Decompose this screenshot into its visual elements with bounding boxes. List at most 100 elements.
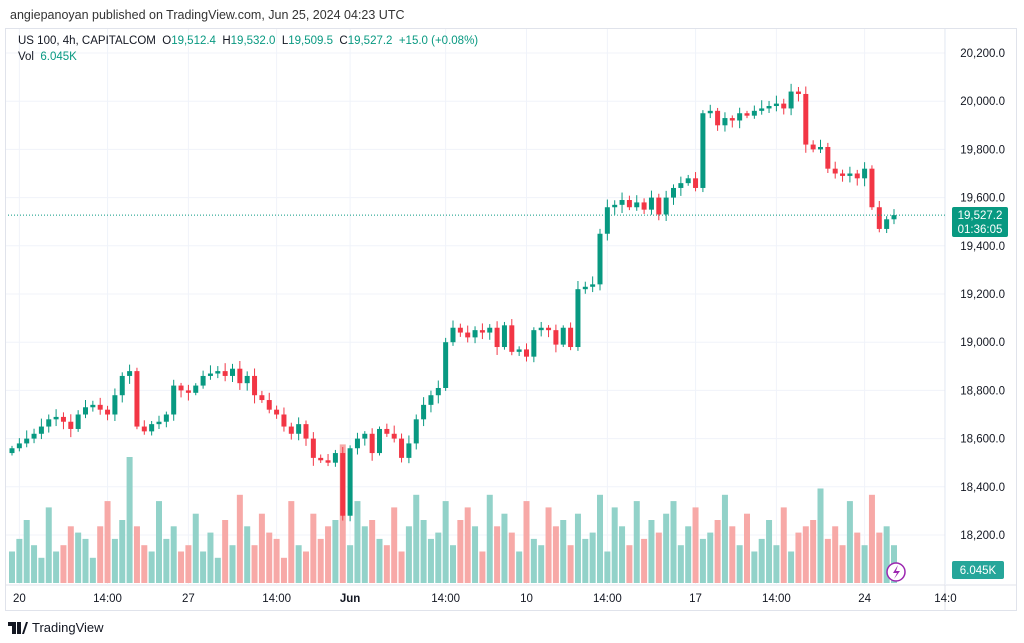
volume-bar — [148, 551, 155, 583]
volume-bar — [516, 551, 523, 583]
volume-bar — [361, 526, 368, 583]
candle-body — [149, 424, 155, 432]
volume-bar — [619, 526, 626, 583]
candle-body — [737, 113, 743, 121]
svg-text:6.045K: 6.045K — [960, 565, 997, 577]
candle-body — [854, 173, 860, 179]
candle-body — [722, 118, 728, 126]
volume-bar — [229, 545, 236, 583]
volume-bar — [817, 488, 824, 583]
candle-body — [16, 443, 22, 449]
candle-body — [384, 428, 390, 434]
volume-bar — [766, 520, 773, 583]
volume-bar — [200, 551, 207, 583]
candle-body — [612, 204, 618, 208]
time-tick: 14:00 — [762, 593, 791, 605]
candle-body — [590, 284, 596, 287]
volume-bars — [9, 444, 897, 583]
time-tick: 20 — [13, 593, 26, 605]
candle-body — [237, 368, 243, 384]
volume-bar — [405, 526, 412, 583]
volume-bar — [325, 526, 332, 583]
candle-body — [582, 286, 588, 290]
price-tick: 19,600.0 — [960, 193, 1005, 205]
candle-body — [729, 118, 735, 121]
volume-bar — [655, 532, 662, 583]
volume-bar — [332, 520, 339, 583]
volume-bar — [530, 538, 537, 583]
volume-bar — [178, 551, 185, 583]
candle-body — [847, 173, 853, 176]
volume-bar — [670, 501, 677, 583]
candle-body — [266, 400, 272, 410]
candle-body — [560, 327, 566, 345]
volume-bar — [82, 538, 89, 583]
candle-body — [399, 438, 405, 458]
candle-body — [105, 409, 111, 415]
volume-bar — [413, 494, 420, 583]
candle-body — [222, 371, 228, 376]
volume-bar — [97, 526, 104, 583]
candle-body — [119, 375, 125, 396]
volume-bar — [420, 520, 427, 583]
volume-bar — [354, 501, 361, 583]
candle-body — [472, 330, 478, 338]
candle-body — [759, 108, 765, 111]
candle-body — [788, 91, 794, 109]
candle-body — [38, 426, 44, 434]
volume-bar — [604, 551, 611, 583]
candle-body — [193, 385, 199, 393]
time-tick: 14:00 — [431, 593, 460, 605]
volume-bar — [523, 501, 530, 583]
volume-bar — [552, 526, 559, 583]
candle-body — [818, 146, 823, 150]
volume-bar — [560, 520, 567, 583]
volume-bar — [641, 538, 648, 583]
candle-body — [391, 433, 397, 439]
volume-bar — [597, 494, 603, 583]
volume-bar — [9, 551, 15, 583]
candle-body — [178, 385, 184, 391]
candle-body — [443, 342, 449, 388]
candle-body — [862, 168, 868, 179]
candle-body — [230, 368, 235, 376]
tradingview-logo[interactable]: TradingView — [8, 620, 104, 635]
candle-body — [90, 404, 96, 408]
volume-bar — [192, 513, 199, 583]
last-price: 19,527.2 — [958, 210, 1003, 222]
volume-bar — [472, 526, 479, 583]
open-value: 19,512.4 — [171, 35, 216, 47]
candle-body — [869, 168, 875, 208]
candle-body — [46, 419, 52, 427]
volume-bar — [60, 545, 67, 583]
volume-bar — [317, 538, 324, 583]
candle-body — [318, 457, 324, 461]
volume-bar — [156, 501, 162, 583]
candle-body — [457, 327, 463, 333]
candle-body — [766, 106, 772, 109]
volume-bar — [383, 545, 390, 583]
volume-bar — [832, 526, 839, 583]
candle-body — [288, 426, 294, 434]
volume-bar — [538, 545, 545, 583]
lightning-icon[interactable] — [886, 562, 906, 582]
candle-body — [744, 113, 750, 116]
candle-body — [671, 187, 676, 198]
volume-bar — [861, 545, 868, 583]
candle-body — [303, 424, 309, 439]
symbol-info: US 100, 4h, CAPITALCOM — [18, 35, 156, 47]
volume-bar — [244, 526, 251, 583]
candle-body — [83, 407, 88, 415]
candle-body — [501, 325, 507, 348]
candle-body — [884, 219, 890, 229]
time-axis: 20 14:00 27 14:00 Jun 14:00 10 14:00 17 14:00 24 14… — [13, 593, 957, 605]
candle-body — [619, 200, 625, 205]
candle-body — [156, 421, 162, 425]
volume-bar — [479, 551, 486, 583]
candle-body — [185, 390, 191, 393]
candle-body — [134, 371, 140, 427]
volume-bar — [457, 520, 464, 583]
price-tick: 19,800.0 — [960, 144, 1005, 156]
volume-bar — [839, 545, 846, 583]
